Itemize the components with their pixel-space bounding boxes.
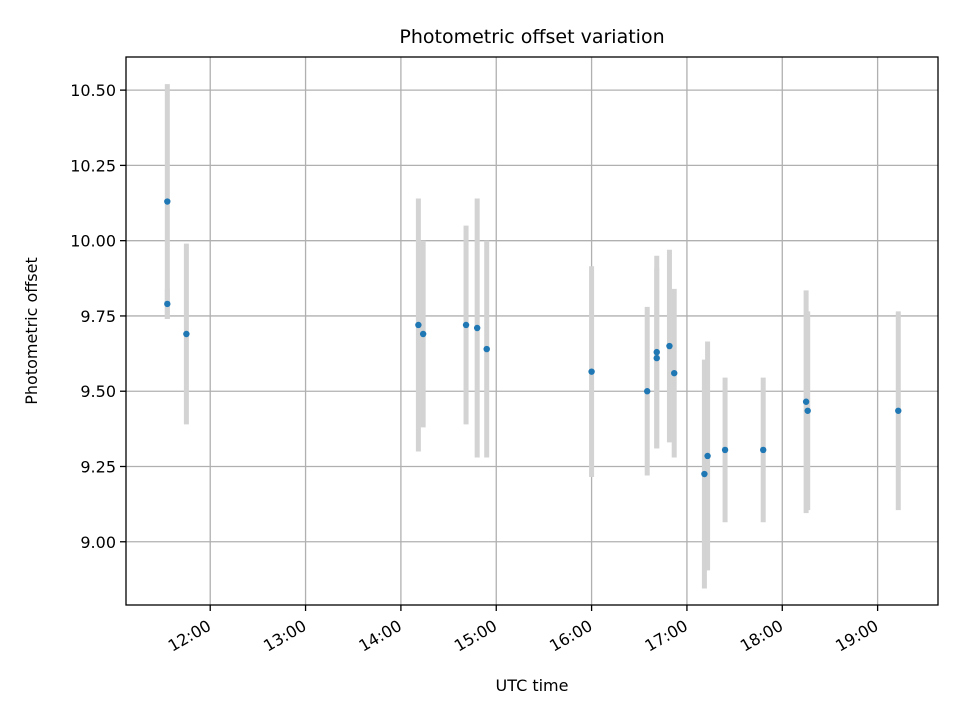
data-point (473, 324, 481, 332)
y-axis-title: Photometric offset (22, 257, 41, 405)
y-tick-label: 10.00 (70, 232, 116, 251)
data-point (653, 348, 660, 356)
data-point (462, 321, 470, 329)
data-point (802, 398, 810, 405)
y-tick-label: 10.50 (70, 81, 116, 100)
data-point (483, 345, 490, 353)
data-point (671, 369, 678, 377)
y-axis: 9.00 9.25 9.50 9.75 10.00 10.25 10.50 (70, 81, 126, 552)
data-point (721, 446, 729, 454)
data-point (666, 342, 673, 350)
data-point (183, 330, 190, 338)
data-point (704, 452, 711, 460)
data-point (653, 354, 660, 362)
data-point (644, 388, 651, 395)
data-point (164, 300, 171, 308)
x-axis-title: UTC time (496, 676, 569, 695)
y-tick-label: 9.75 (80, 307, 116, 326)
data-point (419, 330, 427, 338)
chart-title: Photometric offset variation (399, 26, 664, 48)
y-tick-label: 9.00 (80, 533, 116, 552)
data-point (415, 321, 422, 329)
data-point (588, 368, 595, 375)
data-point (760, 446, 767, 454)
y-tick-label: 9.25 (80, 457, 116, 476)
y-tick-label: 10.25 (70, 156, 116, 175)
y-tick-label: 9.50 (80, 382, 116, 401)
plot-frame (125, 56, 939, 606)
data-points (164, 198, 902, 478)
data-point (895, 407, 902, 414)
data-point (804, 407, 811, 414)
data-point (701, 470, 708, 478)
data-point (164, 198, 171, 205)
